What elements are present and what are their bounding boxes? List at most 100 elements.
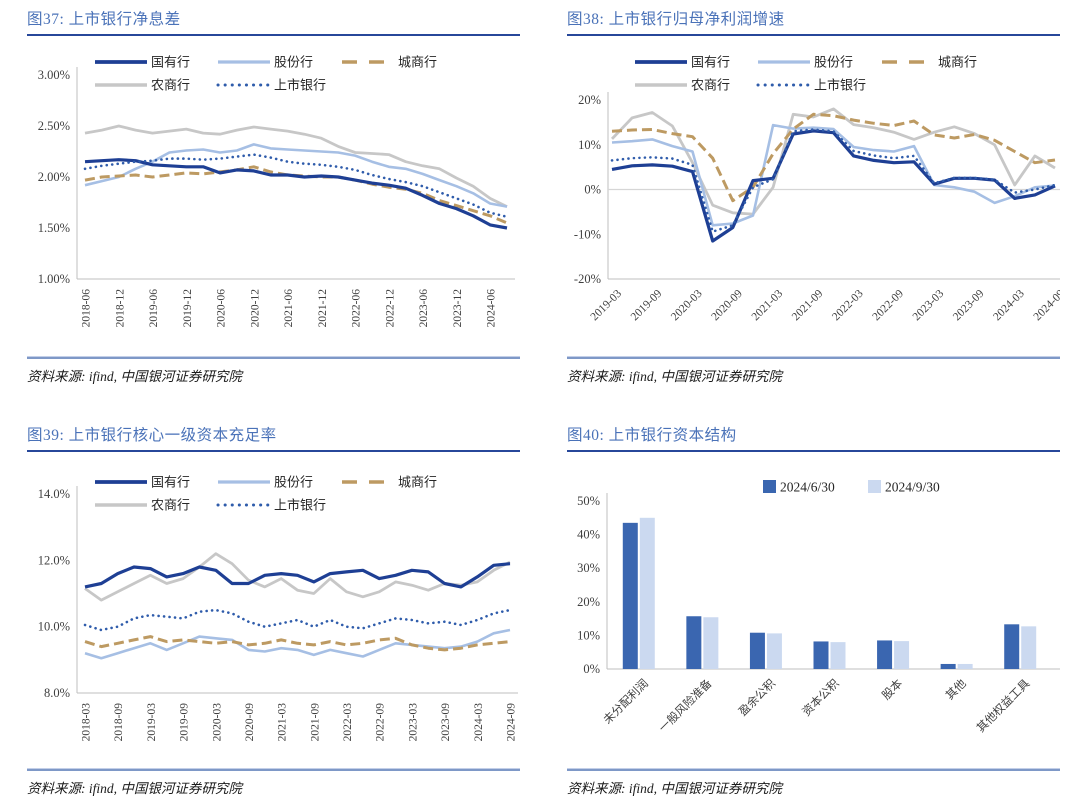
- legend-label: 国有行: [151, 475, 190, 490]
- bar-2024/6/30: [622, 522, 638, 669]
- x-tick-label: 资本公积: [799, 676, 842, 719]
- x-tick-label: 2021-03: [750, 287, 786, 323]
- legend-label: 农商行: [691, 78, 730, 93]
- x-tick-label: 2019-09: [629, 287, 665, 323]
- x-tick-label: 2020-06: [216, 289, 228, 328]
- figure-panel-40: 图40: 上市银行资本结构 0% 10% 20% 30% 40% 50% 未分配利润 一般风险…: [567, 424, 1060, 797]
- legend-label: 国有行: [151, 55, 190, 70]
- series-line-上市银行: [83, 608, 512, 632]
- x-tick-label: 2021-03: [277, 703, 289, 742]
- x-tick-label: 2021-12: [317, 289, 329, 328]
- series-line-农商行: [84, 552, 511, 602]
- y-tick-label: 10.0%: [38, 620, 70, 634]
- legend-item: 国有行: [95, 55, 190, 70]
- series-line-农商行: [84, 124, 508, 208]
- x-tick-label: 2021-09: [790, 287, 826, 323]
- source-divider: [27, 356, 520, 359]
- x-tick-label: 2022-09: [870, 287, 906, 323]
- legend-label: 国有行: [691, 55, 730, 70]
- bar-2024/9/30: [766, 633, 782, 669]
- source-note: 资料来源: ifind, 中国银河证券研究院: [567, 369, 782, 384]
- bar-2024/6/30: [877, 640, 893, 669]
- x-tick-label: 2020-12: [249, 289, 261, 328]
- title-divider: [27, 450, 520, 452]
- x-tick-label: 2018-12: [114, 289, 126, 328]
- legend-label: 农商行: [151, 78, 190, 93]
- legend-label: 股份行: [814, 55, 853, 70]
- source-divider: [567, 356, 1060, 359]
- y-tick-label: 3.00%: [38, 68, 70, 82]
- x-tick-label: 2023-09: [440, 703, 452, 742]
- bar-2024/6/30: [686, 616, 702, 669]
- x-tick-label: 2021-09: [309, 703, 321, 742]
- legend-item: 上市银行: [756, 78, 866, 93]
- legend-item: 国有行: [635, 55, 730, 70]
- figure-title: 图39: 上市银行核心一级资本充足率: [27, 427, 277, 444]
- figure-title: 图40: 上市银行资本结构: [567, 427, 737, 444]
- y-tick-label: 12.0%: [38, 553, 70, 567]
- legend-item: 国有行: [95, 475, 190, 490]
- legend-item: 城商行: [342, 55, 437, 70]
- x-tick-label: 2020-03: [669, 287, 705, 323]
- legend-item: 2024/6/30: [763, 480, 835, 495]
- series-line-城商行: [611, 112, 1056, 203]
- legend-item: 农商行: [635, 78, 730, 93]
- x-tick-label: 2022-03: [342, 703, 354, 742]
- legend-swatch: [763, 480, 776, 493]
- x-tick-label: 2018-09: [113, 703, 125, 742]
- bar-2024/9/30: [1021, 626, 1037, 669]
- bar-2024/9/30: [703, 617, 719, 669]
- y-tick-label: 30%: [577, 561, 600, 575]
- y-tick-label: -20%: [574, 272, 601, 286]
- x-tick-label: 2019-09: [179, 703, 191, 742]
- legend-label: 股份行: [274, 55, 313, 70]
- legend-item: 上市银行: [216, 78, 326, 93]
- capital-structure-chart: 0% 10% 20% 30% 40% 50% 未分配利润 一般风险准备 盈余公积 资本公积 股本 其他…: [577, 480, 1060, 735]
- x-tick-label: 2018-03: [81, 703, 93, 742]
- source-note: 资料来源: ifind, 中国银河证券研究院: [27, 781, 242, 796]
- legend-label: 2024/9/30: [885, 480, 940, 495]
- source-note: 资料来源: ifind, 中国银河证券研究院: [567, 781, 782, 796]
- y-tick-label: 14.0%: [38, 487, 70, 501]
- x-tick-label: 一般风险准备: [656, 676, 715, 735]
- bar-2024/6/30: [1004, 624, 1020, 669]
- legend-item: 农商行: [95, 498, 190, 513]
- y-tick-label: 8.0%: [44, 686, 70, 700]
- y-tick-label: 2.00%: [38, 170, 70, 184]
- bar-2024/9/30: [830, 642, 846, 669]
- x-tick-label: 2019-06: [148, 289, 160, 328]
- legend-label: 城商行: [398, 475, 437, 490]
- bar-2024/6/30: [813, 641, 829, 669]
- y-tick-label: 10%: [578, 138, 601, 152]
- bar-2024/9/30: [894, 641, 910, 669]
- x-tick-label: 2022-12: [384, 289, 396, 328]
- source-divider: [27, 768, 520, 771]
- x-tick-label: 2019-03: [146, 703, 158, 742]
- x-tick-label: 2024-03: [991, 287, 1027, 323]
- legend-item: 股份行: [758, 55, 853, 70]
- legend-item: 2024/9/30: [868, 480, 940, 495]
- x-tick-label: 2022-09: [375, 703, 387, 742]
- x-tick-label: 股本: [879, 676, 906, 703]
- figure-panel-39: 图39: 上市银行核心一级资本充足率 8.0% 10.0% 12.0% 14.0% 20…: [27, 424, 520, 797]
- legend-label: 上市银行: [274, 78, 326, 93]
- series-line-国有行: [84, 158, 508, 230]
- x-tick-label: 2024-09: [1032, 287, 1060, 323]
- x-tick-label: 2023-12: [452, 289, 464, 328]
- x-tick-label: 2020-09: [709, 287, 745, 323]
- y-tick-label: 0%: [583, 662, 600, 676]
- title-divider: [567, 450, 1060, 452]
- x-tick-label: 2023-09: [951, 287, 987, 323]
- bar-2024/6/30: [749, 632, 765, 669]
- y-tick-label: 2.50%: [38, 119, 70, 133]
- bar-2024/9/30: [639, 517, 655, 669]
- x-tick-label: 2023-03: [911, 287, 947, 323]
- bar-2024/6/30: [940, 663, 956, 669]
- legend-label: 上市银行: [274, 498, 326, 513]
- x-tick-label: 2023-06: [418, 289, 430, 328]
- x-tick-label: 其他: [943, 677, 969, 703]
- legend-item: 城商行: [882, 55, 977, 70]
- x-tick-label: 2018-06: [81, 289, 93, 328]
- series-line-城商行: [84, 635, 511, 652]
